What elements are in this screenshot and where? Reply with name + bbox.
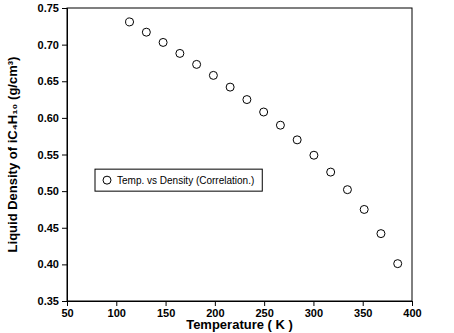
y-tick-mark <box>62 155 67 156</box>
point <box>327 168 335 176</box>
x-tick-label: 50 <box>61 307 73 319</box>
y-tick-label: 0.75 <box>38 2 59 14</box>
legend-box <box>95 169 262 191</box>
chart: 501001502002503003504000.350.400.450.500… <box>0 0 454 333</box>
point <box>142 28 150 36</box>
y-tick: 0.70 <box>38 39 67 51</box>
point <box>209 71 217 79</box>
point <box>293 136 301 144</box>
y-tick-label: 0.70 <box>38 39 59 51</box>
y-tick: 0.60 <box>38 112 67 124</box>
x-tick-label: 100 <box>108 307 126 319</box>
y-tick-mark <box>62 301 67 302</box>
point <box>377 230 385 238</box>
plot: 501001502002503003504000.350.400.450.500… <box>38 2 422 319</box>
y-tick-label: 0.65 <box>38 75 59 87</box>
y-tick: 0.40 <box>38 258 67 270</box>
y-tick-mark <box>62 191 67 192</box>
y-tick-label: 0.40 <box>38 258 59 270</box>
point <box>394 260 402 268</box>
x-tick-label: 300 <box>305 307 323 319</box>
point <box>176 49 184 57</box>
x-tick: 350 <box>354 301 372 319</box>
point <box>243 96 251 104</box>
y-tick-mark <box>62 228 67 229</box>
y-tick-label: 0.50 <box>38 185 59 197</box>
point <box>360 205 368 213</box>
y-tick: 0.45 <box>38 222 67 234</box>
y-tick-mark <box>62 45 67 46</box>
y-tick-label: 0.35 <box>38 295 59 307</box>
y-tick: 0.55 <box>38 149 67 161</box>
point <box>310 151 318 159</box>
legend-label: Temp. vs Density (Correlation.) <box>117 175 254 186</box>
x-tick: 400 <box>403 301 421 319</box>
x-tick-mark <box>412 301 413 306</box>
x-tick-mark <box>215 301 216 306</box>
x-tick-label: 150 <box>157 307 175 319</box>
x-tick: 50 <box>61 301 73 319</box>
y-tick-label: 0.60 <box>38 112 59 124</box>
x-tick-label: 350 <box>354 307 372 319</box>
y-tick-mark <box>62 81 67 82</box>
y-tick-mark <box>62 118 67 119</box>
x-axis-title: Temperature ( K ) <box>186 317 293 332</box>
x-tick-mark <box>264 301 265 306</box>
y-axis-title: Liquid Density of iC₄H₁₀ (g/cm³) <box>5 57 20 253</box>
point <box>343 186 351 194</box>
x-tick-mark <box>363 301 364 306</box>
point <box>193 60 201 68</box>
point <box>260 108 268 116</box>
point <box>226 83 234 91</box>
y-tick-mark <box>62 264 67 265</box>
legend: Temp. vs Density (Correlation.) <box>95 169 262 191</box>
x-tick-label: 400 <box>403 307 421 319</box>
x-tick-mark <box>116 301 117 306</box>
y-tick-label: 0.55 <box>38 149 59 161</box>
y-axis-line <box>62 9 68 302</box>
y-tick: 0.50 <box>38 185 67 197</box>
y-tick: 0.35 <box>38 295 67 307</box>
point <box>159 38 167 46</box>
x-axis-line <box>68 302 413 307</box>
data-points <box>126 18 402 268</box>
x-tick-mark <box>313 301 314 306</box>
point <box>126 18 134 26</box>
y-tick: 0.65 <box>38 75 67 87</box>
y-tick: 0.75 <box>38 2 67 14</box>
x-tick: 100 <box>108 301 126 319</box>
point <box>276 121 284 129</box>
x-tick: 150 <box>157 301 175 319</box>
plot-frame <box>67 8 412 301</box>
x-tick: 300 <box>305 301 323 319</box>
x-tick-mark <box>166 301 167 306</box>
y-tick-label: 0.45 <box>38 222 59 234</box>
legend-marker <box>103 176 111 184</box>
y-tick-mark <box>62 8 67 9</box>
y-axis: 0.35 0.40 0.45 0.50 0.55 0.60 0.65 0.70 0.75 <box>38 2 68 307</box>
